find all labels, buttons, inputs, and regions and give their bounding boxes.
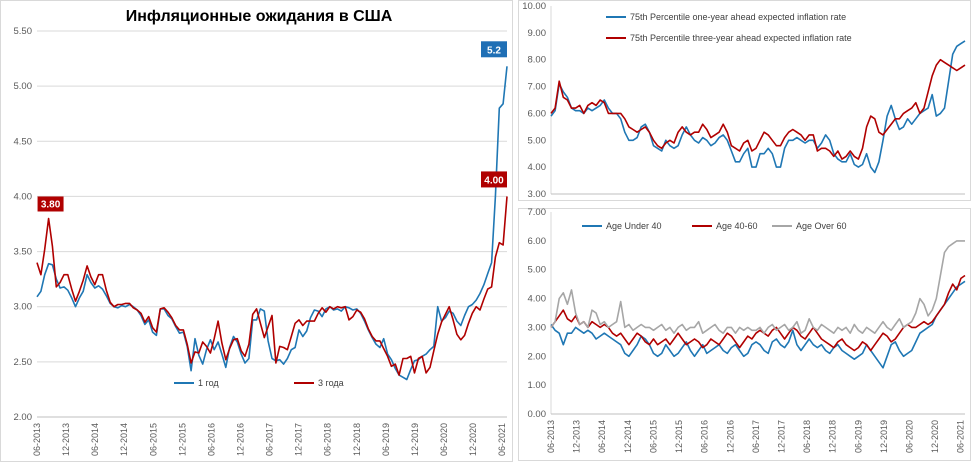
y-tick-label: 10.00 xyxy=(522,1,546,12)
x-tick-label: 06-2019 xyxy=(381,423,391,456)
end-label-box xyxy=(481,171,507,188)
x-tick-label: 12-2016 xyxy=(236,423,246,456)
series-line xyxy=(36,66,508,381)
x-tick-label: 06-2017 xyxy=(751,420,761,453)
x-tick-label: 12-2018 xyxy=(828,420,838,453)
x-tick-label: 12-2015 xyxy=(674,420,684,453)
x-tick-label: 06-2015 xyxy=(148,423,158,456)
y-tick-label: 3.00 xyxy=(528,322,547,333)
y-tick-label: 2.50 xyxy=(14,357,33,368)
right-top-panel xyxy=(518,0,971,201)
right-bottom-panel xyxy=(518,208,971,461)
peak-label-box xyxy=(37,196,64,212)
x-tick-label: 12-2020 xyxy=(468,423,478,456)
x-tick-label: 06-2014 xyxy=(597,420,607,453)
x-tick-label: 12-2019 xyxy=(879,420,889,453)
y-tick-label: 3.50 xyxy=(14,247,33,258)
x-tick-label: 12-2019 xyxy=(410,423,420,456)
y-tick-label: 5.50 xyxy=(14,26,33,37)
x-tick-label: 06-2020 xyxy=(439,423,449,456)
left-panel xyxy=(0,0,513,462)
legend-label: Age 40-60 xyxy=(716,221,758,231)
series-line xyxy=(550,58,966,160)
series-line xyxy=(550,40,966,174)
x-tick-label: 12-2014 xyxy=(119,423,129,456)
y-tick-label: 1.00 xyxy=(528,380,547,391)
y-tick-label: 4.00 xyxy=(528,294,547,305)
end-data-label: 4.00 xyxy=(484,175,504,186)
x-tick-label: 12-2013 xyxy=(572,420,582,453)
legend-label: 75th Percentile one-year ahead expected … xyxy=(630,12,846,22)
end-data-label: 5.2 xyxy=(487,45,501,56)
end-label-box xyxy=(481,41,507,58)
legend-label: 75th Percentile three-year ahead expecte… xyxy=(630,33,852,43)
y-tick-label: 7.00 xyxy=(528,207,547,218)
legend-label: 3 года xyxy=(318,378,344,388)
y-tick-label: 5.00 xyxy=(528,265,547,276)
x-tick-label: 06-2020 xyxy=(905,420,915,453)
x-tick-label: 12-2013 xyxy=(61,423,71,456)
x-tick-label: 06-2014 xyxy=(90,423,100,456)
x-tick-label: 12-2020 xyxy=(930,420,940,453)
y-tick-label: 9.00 xyxy=(528,28,547,39)
peak-data-label: 3.80 xyxy=(41,199,61,210)
y-tick-label: 7.00 xyxy=(528,82,547,93)
y-tick-label: 8.00 xyxy=(528,55,547,66)
x-tick-label: 12-2014 xyxy=(623,420,633,453)
x-tick-label: 12-2018 xyxy=(352,423,362,456)
x-tick-label: 06-2013 xyxy=(546,420,556,453)
y-tick-label: 4.00 xyxy=(528,162,547,173)
y-tick-label: 2.00 xyxy=(14,412,33,423)
chart-title: Инфляционные ожидания в США xyxy=(126,8,393,25)
x-tick-label: 12-2017 xyxy=(776,420,786,453)
y-tick-label: 3.00 xyxy=(14,302,33,313)
x-tick-label: 12-2015 xyxy=(177,423,187,456)
y-tick-label: 2.00 xyxy=(528,351,547,362)
y-tick-label: 4.00 xyxy=(14,191,33,202)
x-tick-label: 06-2016 xyxy=(206,423,216,456)
x-tick-label: 12-2017 xyxy=(294,423,304,456)
series-line xyxy=(550,280,966,369)
y-tick-label: 0.00 xyxy=(528,409,547,420)
y-tick-label: 5.00 xyxy=(528,135,547,146)
y-tick-label: 4.50 xyxy=(14,136,33,147)
series-line xyxy=(550,274,966,352)
y-tick-label: 5.00 xyxy=(14,81,33,92)
x-tick-label: 06-2016 xyxy=(700,420,710,453)
y-tick-label: 6.00 xyxy=(528,236,547,247)
series-line xyxy=(36,196,508,376)
y-tick-label: 6.00 xyxy=(528,108,547,119)
legend-label: 1 год xyxy=(198,378,219,388)
y-tick-label: 3.00 xyxy=(528,189,547,200)
x-tick-label: 06-2015 xyxy=(648,420,658,453)
series-line xyxy=(550,240,965,335)
x-tick-label: 06-2021 xyxy=(956,420,966,453)
x-tick-label: 06-2013 xyxy=(32,423,42,456)
legend-label: Age Over 60 xyxy=(796,221,847,231)
x-tick-label: 06-2019 xyxy=(853,420,863,453)
x-tick-label: 12-2016 xyxy=(725,420,735,453)
legend-label: Age Under 40 xyxy=(606,221,662,231)
x-tick-label: 06-2021 xyxy=(497,423,507,456)
x-tick-label: 06-2018 xyxy=(802,420,812,453)
x-tick-label: 06-2018 xyxy=(323,423,333,456)
x-tick-label: 06-2017 xyxy=(265,423,275,456)
